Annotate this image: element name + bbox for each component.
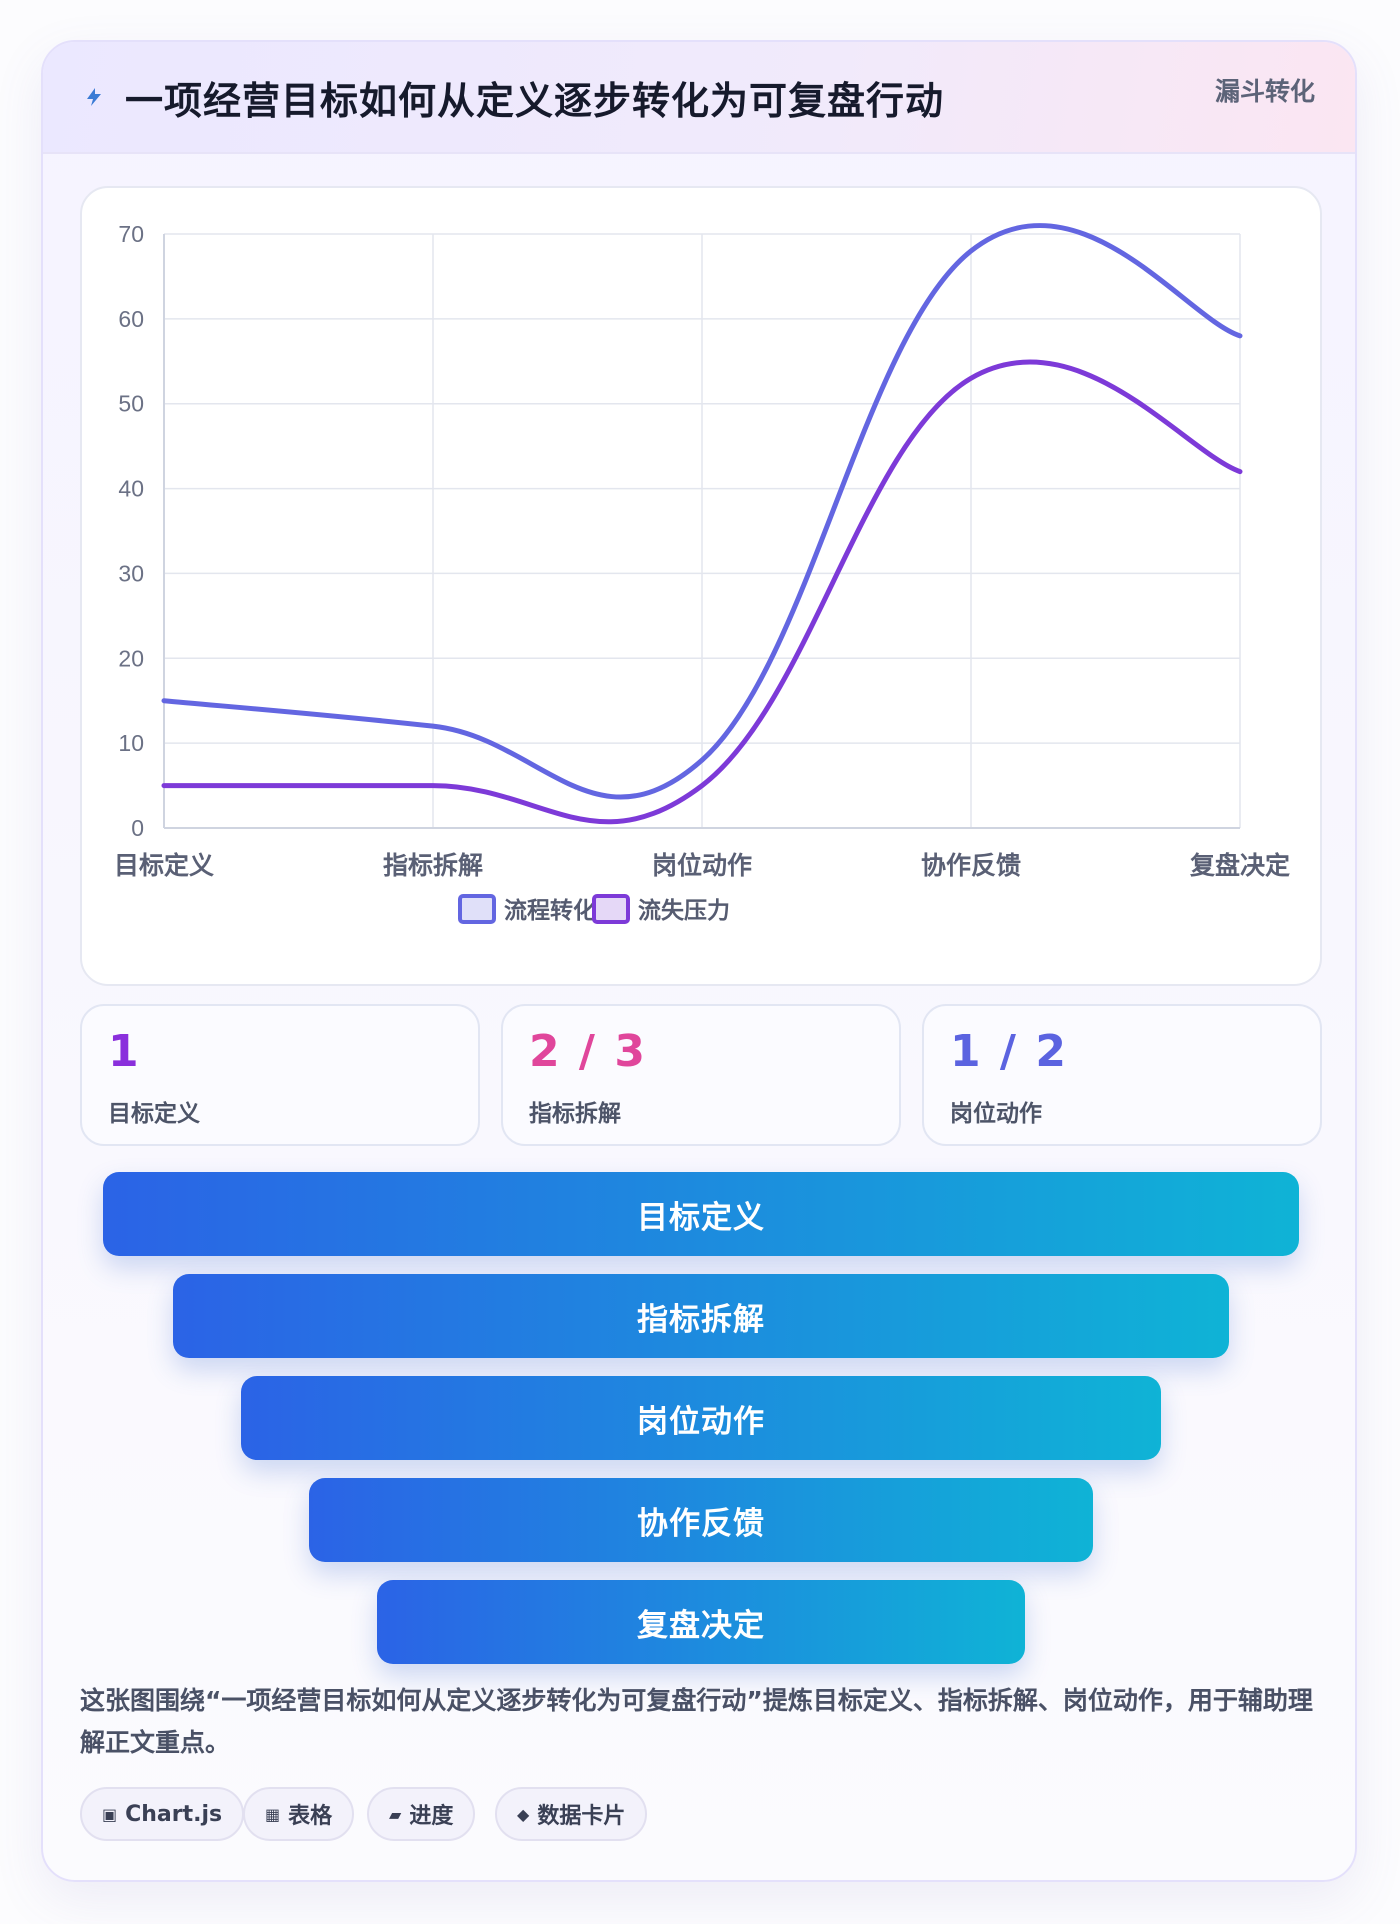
stat-value: 1 [108, 1026, 141, 1077]
category-tag: 漏斗转化 [1214, 77, 1315, 106]
funnel-stage-2: 指标拆解 [173, 1274, 1229, 1358]
legend-swatch-1 [458, 894, 496, 924]
lightning-icon [87, 88, 101, 106]
y-tick-label: 30 [118, 560, 144, 586]
chart-description: 这张图围绕“一项经营目标如何从定义逐步转化为可复盘行动”提炼目标定义、指标拆解、… [80, 1686, 1313, 1757]
x-tick-label: 目标定义 [114, 851, 214, 880]
tag-label: Chart.js [125, 1801, 223, 1827]
tag-chartjs[interactable]: ▣ Chart.js [80, 1787, 245, 1841]
tag-label: 表格 [288, 1804, 333, 1829]
stat-value: 2 / 3 [529, 1026, 647, 1077]
stat-label: 岗位动作 [950, 1101, 1042, 1127]
series-line-1 [161, 223, 1243, 800]
funnel-stage-3: 岗位动作 [241, 1376, 1161, 1460]
stat-card-2: 2 / 3 指标拆解 [501, 1004, 901, 1146]
stat-label: 指标拆解 [529, 1101, 621, 1127]
stat-value: 1 / 2 [950, 1026, 1068, 1077]
funnel-stage-1: 目标定义 [103, 1172, 1299, 1256]
y-tick-label: 40 [118, 476, 144, 502]
chart-icon: ▣ [102, 1804, 118, 1824]
legend-label-2: 流失压力 [638, 897, 730, 924]
page-title: 一项经营目标如何从定义逐步转化为可复盘行动 [125, 79, 945, 123]
main-card: 一项经营目标如何从定义逐步转化为可复盘行动 漏斗转化 0 10 20 30 40 50 60… [41, 40, 1357, 1882]
tag-progress[interactable]: ▰ 进度 [367, 1787, 476, 1841]
tag-label: 进度 [409, 1804, 454, 1829]
tag-label: 数据卡片 [537, 1804, 626, 1829]
y-tick-label: 50 [118, 391, 144, 417]
diamond-icon: ◆ [517, 1804, 530, 1824]
table-icon: ▦ [265, 1804, 281, 1824]
stat-card-1: 1 目标定义 [80, 1004, 480, 1146]
x-tick-label: 岗位动作 [652, 851, 752, 880]
progress-icon: ▰ [389, 1804, 402, 1824]
legend-label-1: 流程转化 [504, 897, 596, 924]
x-tick-label: 协作反馈 [921, 851, 1021, 880]
series-line-2 [161, 359, 1243, 825]
funnel-stage-5: 复盘决定 [377, 1580, 1025, 1664]
y-tick-label: 10 [118, 730, 144, 756]
y-tick-label: 0 [131, 815, 144, 841]
x-tick-label: 复盘决定 [1190, 851, 1290, 880]
stat-card-3: 1 / 2 岗位动作 [922, 1004, 1322, 1146]
tag-table[interactable]: ▦ 表格 [243, 1787, 355, 1841]
card-header: 一项经营目标如何从定义逐步转化为可复盘行动 漏斗转化 [43, 42, 1355, 154]
y-tick-label: 60 [118, 306, 144, 332]
chart-panel: 0 10 20 30 40 50 60 70 目标定义 指标拆解 岗位动作 协作反馈 复盘决定流程转化 流… [80, 186, 1322, 986]
x-tick-label: 指标拆解 [383, 851, 483, 880]
legend-swatch-2 [592, 894, 630, 924]
tag-data-card[interactable]: ◆ 数据卡片 [495, 1787, 648, 1841]
stat-label: 目标定义 [108, 1101, 200, 1127]
y-tick-label: 20 [118, 645, 144, 671]
funnel-stage-4: 协作反馈 [309, 1478, 1093, 1562]
y-tick-label: 70 [118, 221, 144, 247]
